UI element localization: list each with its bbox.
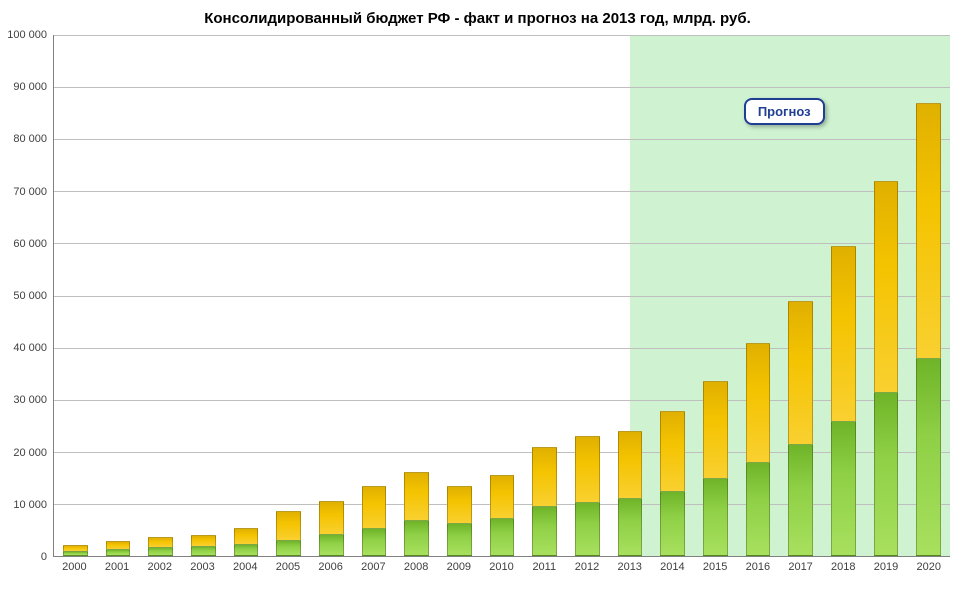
x-tick-label: 2008 <box>395 557 438 579</box>
bar-segment-green <box>660 491 685 556</box>
x-tick-label: 2020 <box>907 557 950 579</box>
bar-segment-yellow <box>532 447 557 506</box>
x-tick-label: 2010 <box>480 557 523 579</box>
bar-group <box>566 35 609 556</box>
x-tick-label: 2009 <box>437 557 480 579</box>
x-tick-label: 2011 <box>523 557 566 579</box>
bar-group <box>353 35 396 556</box>
x-tick-label: 2002 <box>138 557 181 579</box>
y-tick-label: 0 <box>41 551 47 563</box>
x-tick-label: 2013 <box>608 557 651 579</box>
bar-segment-yellow <box>148 537 173 547</box>
chart-title: Консолидированный бюджет РФ - факт и про… <box>5 10 950 27</box>
bar-group <box>609 35 652 556</box>
y-tick-label: 10 000 <box>13 499 47 511</box>
bar-segment-green <box>319 534 344 556</box>
bar-group <box>182 35 225 556</box>
y-tick-label: 20 000 <box>13 447 47 459</box>
bar-segment-yellow <box>106 541 131 549</box>
bar-group <box>267 35 310 556</box>
y-tick-label: 30 000 <box>13 394 47 406</box>
bar-segment-yellow <box>319 501 344 533</box>
x-tick-label: 2003 <box>181 557 224 579</box>
bar-segment-green <box>490 518 515 556</box>
x-tick-label: 2005 <box>267 557 310 579</box>
x-tick-label: 2015 <box>694 557 737 579</box>
y-tick-label: 60 000 <box>13 238 47 250</box>
y-tick-label: 50 000 <box>13 290 47 302</box>
bar-segment-yellow <box>831 246 856 421</box>
x-tick-label: 2018 <box>822 557 865 579</box>
bar-segment-yellow <box>276 511 301 540</box>
bar-segment-yellow <box>746 343 771 462</box>
y-tick-label: 80 000 <box>13 133 47 145</box>
y-tick-label: 70 000 <box>13 186 47 198</box>
bar-segment-yellow <box>490 475 515 518</box>
bar-group <box>395 35 438 556</box>
x-tick-label: 2004 <box>224 557 267 579</box>
bar-segment-green <box>276 540 301 556</box>
x-tick-label: 2012 <box>566 557 609 579</box>
bar-segment-yellow <box>575 436 600 502</box>
bar-group <box>481 35 524 556</box>
bar-segment-green <box>874 392 899 556</box>
plot-area: Прогноз <box>53 35 950 557</box>
bar-group <box>523 35 566 556</box>
bar-group <box>907 35 950 556</box>
x-tick-label: 2000 <box>53 557 96 579</box>
bar-group <box>822 35 865 556</box>
bar-group <box>438 35 481 556</box>
x-tick-label: 2017 <box>779 557 822 579</box>
bar-segment-green <box>234 544 259 557</box>
x-tick-label: 2019 <box>865 557 908 579</box>
bar-group <box>225 35 268 556</box>
bar-segment-green <box>618 498 643 556</box>
bar-segment-green <box>362 528 387 556</box>
y-tick-label: 100 000 <box>7 29 47 41</box>
y-axis: 010 00020 00030 00040 00050 00060 00070 … <box>5 35 53 557</box>
bar-segment-yellow <box>447 486 472 524</box>
x-axis: 2000200120022003200420052006200720082009… <box>53 557 950 579</box>
bar-group <box>865 35 908 556</box>
y-tick-label: 40 000 <box>13 342 47 354</box>
y-tick-label: 90 000 <box>13 81 47 93</box>
bar-segment-green <box>404 520 429 556</box>
bar-group <box>310 35 353 556</box>
bar-segment-yellow <box>874 181 899 392</box>
bar-segment-green <box>63 551 88 556</box>
forecast-label: Прогноз <box>744 98 825 125</box>
bar-segment-yellow <box>191 535 216 546</box>
bar-group <box>139 35 182 556</box>
bar-segment-green <box>831 421 856 556</box>
bar-segment-yellow <box>362 486 387 528</box>
x-tick-label: 2006 <box>309 557 352 579</box>
x-tick-label: 2014 <box>651 557 694 579</box>
x-tick-label: 2007 <box>352 557 395 579</box>
bar-segment-yellow <box>660 411 685 491</box>
bar-group <box>694 35 737 556</box>
bar-segment-green <box>532 506 557 556</box>
bar-segment-green <box>746 462 771 556</box>
x-tick-label: 2001 <box>96 557 139 579</box>
bar-segment-yellow <box>916 103 941 358</box>
bar-segment-green <box>148 547 173 556</box>
bar-segment-yellow <box>703 381 728 477</box>
bar-segment-green <box>575 502 600 556</box>
bar-segment-yellow <box>618 431 643 498</box>
bar-segment-yellow <box>788 301 813 444</box>
bar-segment-green <box>106 549 131 556</box>
bar-segment-yellow <box>404 472 429 520</box>
bar-group <box>651 35 694 556</box>
x-tick-label: 2016 <box>737 557 780 579</box>
bar-segment-yellow <box>234 528 259 543</box>
bar-segment-green <box>916 358 941 556</box>
bar-segment-green <box>191 546 216 556</box>
bar-segment-green <box>447 523 472 556</box>
plot-wrapper: 010 00020 00030 00040 00050 00060 00070 … <box>5 35 950 557</box>
bar-group <box>97 35 140 556</box>
bar-segment-green <box>788 444 813 556</box>
bar-group <box>54 35 97 556</box>
chart-container: Консолидированный бюджет РФ - факт и про… <box>0 0 965 589</box>
bar-segment-green <box>703 478 728 556</box>
